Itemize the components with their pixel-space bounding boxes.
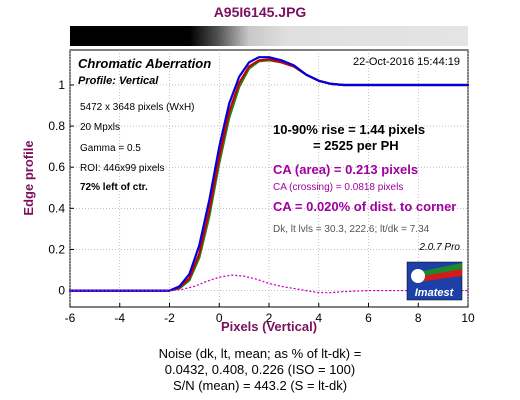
timestamp: 22-Oct-2016 15:44:19 (353, 56, 460, 68)
x-axis-label: Pixels (Vertical) (221, 319, 317, 334)
x-tick-label: -2 (164, 311, 175, 325)
imatest-logo: Imatest (406, 261, 463, 301)
grid (69, 50, 469, 307)
noise-line-3: S/N (mean) = 443.2 (S = lt-dk) (172, 378, 348, 393)
y-axis-label: Edge profile (21, 140, 36, 215)
window-title: A95I6145.JPG (214, 4, 307, 20)
info-gamma: Gamma = 0.5 (80, 143, 141, 154)
x-tick-label: 8 (415, 311, 422, 325)
rise-line-1: 10-90% rise = 1.44 pixels (273, 122, 425, 137)
series-group (68, 56, 470, 294)
ca-percent: CA = 0.020% of dist. to corner (273, 199, 456, 214)
y-tick-label: 0.8 (48, 119, 65, 133)
ca-crossing: CA (crossing) = 0.0818 pixels (273, 182, 403, 193)
x-tick-label: 6 (365, 311, 372, 325)
noise-line-2: 0.0432, 0.408, 0.226 (ISO = 100) (164, 362, 356, 377)
axes: -6 -4 -2 0 2 4 6 8 10 0 0.2 0.4 0.6 0.8 1 (48, 78, 475, 325)
y-tick-label: 0 (58, 284, 65, 298)
version-label: 2.0.7 Pro (418, 242, 460, 253)
x-tick-label: 10 (461, 311, 475, 325)
x-tick-label: -4 (114, 311, 125, 325)
y-tick-label: 0.4 (48, 201, 65, 215)
x-tick-label: 0 (216, 311, 223, 325)
series-line-2 (68, 56, 470, 292)
chart-subtitle: Profile: Vertical (78, 75, 159, 87)
x-tick-label: 2 (266, 311, 273, 325)
info-dimensions: 5472 x 3648 pixels (WxH) (80, 102, 195, 113)
ca-area: CA (area) = 0.213 pixels (273, 162, 418, 177)
y-tick-label: 0.6 (48, 160, 65, 174)
logo-text: Imatest (415, 287, 455, 299)
x-tick-label: 4 (315, 311, 322, 325)
edge-gradient-strip (70, 26, 468, 46)
noise-line-1: Noise (dk, lt, mean; as % of lt-dk) = (158, 346, 362, 361)
y-tick-label: 1 (58, 78, 65, 92)
info-mpxls: 20 Mpxls (80, 122, 120, 133)
chart-title: Chromatic Aberration (78, 56, 211, 71)
series-line-3 (69, 274, 469, 294)
y-tick-label: 0.2 (48, 242, 65, 256)
info-roi: ROI: 446x99 pixels (80, 163, 165, 174)
rise-line-2: = 2525 per PH (313, 138, 399, 153)
levels-info: Dk, lt lvls = 30.3, 222.6; lt/dk = 7.34 (273, 224, 430, 235)
info-location: 72% left of ctr. (80, 182, 148, 193)
x-tick-label: -6 (65, 311, 76, 325)
